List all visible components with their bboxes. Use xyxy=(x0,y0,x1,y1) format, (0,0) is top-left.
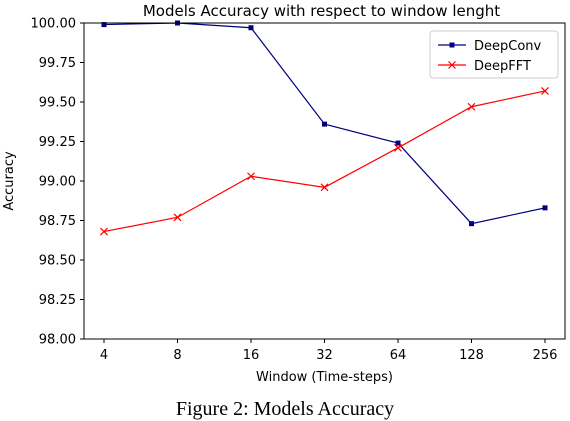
legend: DeepConv DeepFFT xyxy=(429,30,559,79)
data-point xyxy=(322,121,327,127)
legend-marker xyxy=(449,42,455,48)
legend-marker xyxy=(448,61,456,69)
legend-label: DeepFFT xyxy=(474,59,531,74)
data-point xyxy=(173,213,182,222)
series-deepfft xyxy=(100,87,549,236)
y-axis-label: Accuracy xyxy=(2,151,17,211)
data-point xyxy=(248,25,254,31)
y-tick-label: 98.75 xyxy=(39,214,76,229)
y-tick-label: 98.00 xyxy=(39,333,76,348)
series-line xyxy=(103,90,546,233)
y-tick-label: 99.75 xyxy=(39,56,76,71)
x-tick-label: 256 xyxy=(533,348,558,363)
data-point xyxy=(247,172,255,181)
plot-frame xyxy=(83,22,566,340)
x-tick-label: 8 xyxy=(173,348,181,363)
data-point xyxy=(467,102,476,111)
figure-caption: Figure 2: Models Accuracy xyxy=(175,398,395,420)
x-tick-label: 64 xyxy=(390,348,407,363)
data-point xyxy=(320,183,329,192)
legend-item-deepconv: DeepConv xyxy=(438,39,542,54)
legend-box xyxy=(429,30,559,79)
chart-title: Models Accuracy with respect to window l… xyxy=(143,2,500,20)
data-point xyxy=(541,87,549,95)
x-tick-label: 4 xyxy=(100,348,108,363)
y-tick-label: 99.25 xyxy=(39,135,76,150)
data-point xyxy=(395,140,401,146)
y-tick-label: 98.25 xyxy=(39,293,76,308)
legend-label: DeepConv xyxy=(474,39,542,54)
data-point xyxy=(394,143,402,152)
x-tick-label: 16 xyxy=(243,348,260,363)
data-point xyxy=(542,205,548,211)
data-point xyxy=(101,22,107,28)
x-tick-label: 128 xyxy=(459,348,484,363)
x-tick-label: 32 xyxy=(316,348,333,363)
legend-item-deepfft: DeepFFT xyxy=(438,59,531,74)
data-point xyxy=(100,227,108,236)
x-axis-label: Window (Time-steps) xyxy=(256,370,393,385)
y-tick-label: 99.50 xyxy=(39,96,76,111)
y-tick-label: 98.50 xyxy=(39,254,76,269)
y-tick-label: 100.00 xyxy=(31,17,77,32)
data-point xyxy=(469,221,474,227)
y-tick-label: 99.00 xyxy=(39,175,76,190)
